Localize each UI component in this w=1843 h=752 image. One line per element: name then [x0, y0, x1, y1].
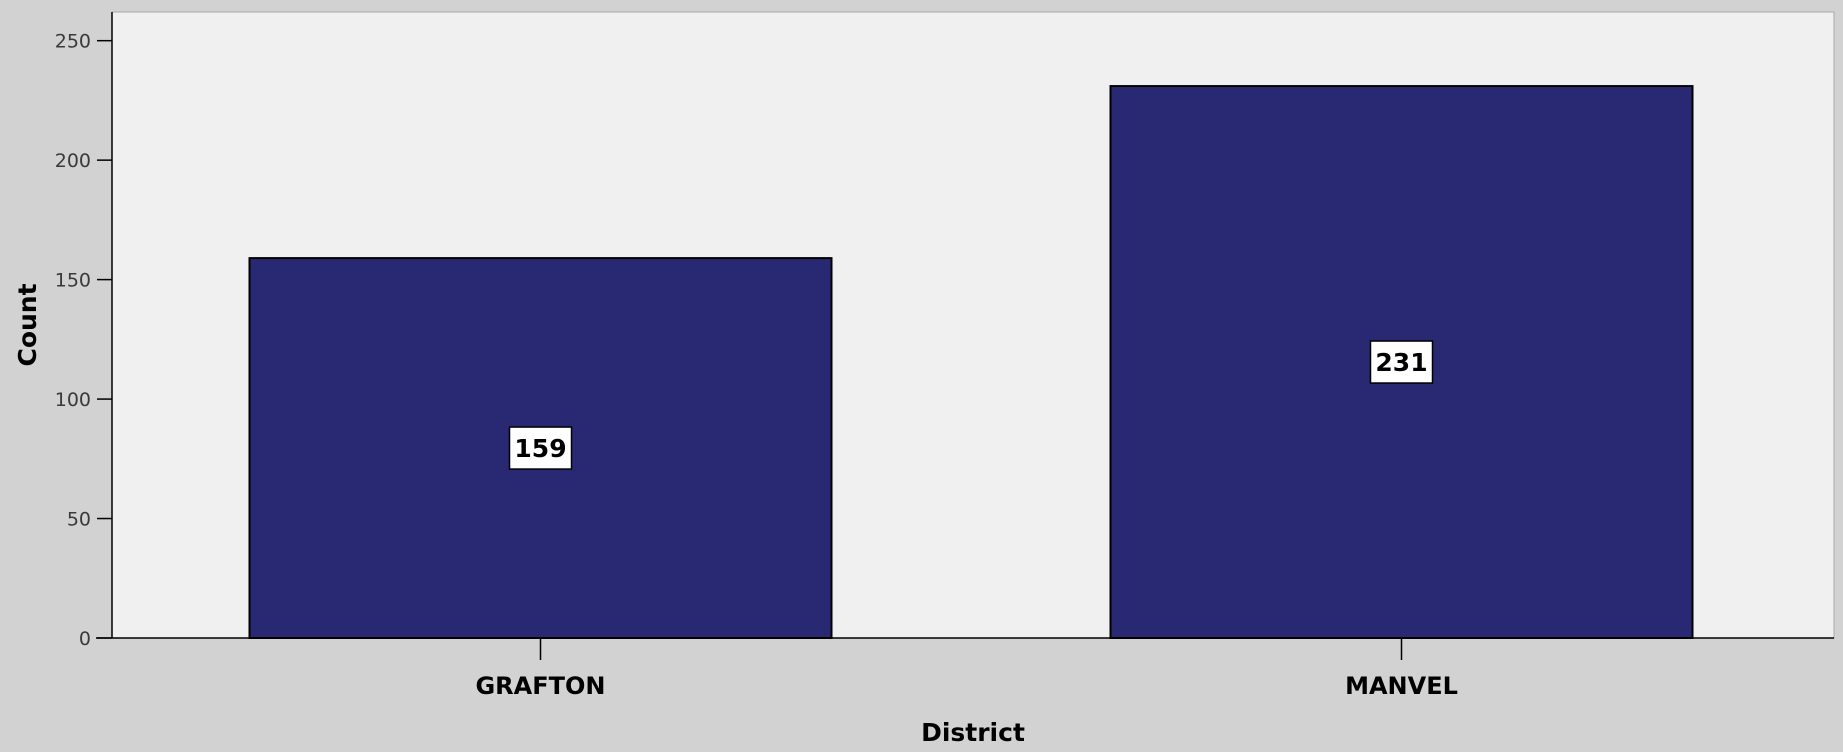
y-tick-label: 50	[67, 509, 91, 531]
data-label-box	[508, 426, 573, 470]
x-tick-label: MANVEL	[1345, 672, 1458, 700]
data-label: 159	[514, 434, 566, 463]
y-tick-label: 250	[55, 31, 91, 53]
y-tick-label: 0	[79, 628, 91, 650]
y-tick-label: 200	[55, 150, 91, 172]
x-tick-label: GRAFTON	[475, 672, 605, 700]
data-labels: 159 231	[508, 340, 1434, 470]
y-axis: 0 50 100 150 200 250	[55, 12, 113, 650]
y-tick-label: 100	[55, 389, 91, 411]
x-axis: GRAFTON MANVEL	[96, 637, 1834, 700]
data-label: 231	[1375, 348, 1427, 377]
y-tick-label: 150	[55, 270, 91, 292]
x-axis-title: District	[921, 718, 1025, 747]
data-label-box	[1369, 340, 1434, 384]
y-axis-title: Count	[13, 283, 42, 366]
